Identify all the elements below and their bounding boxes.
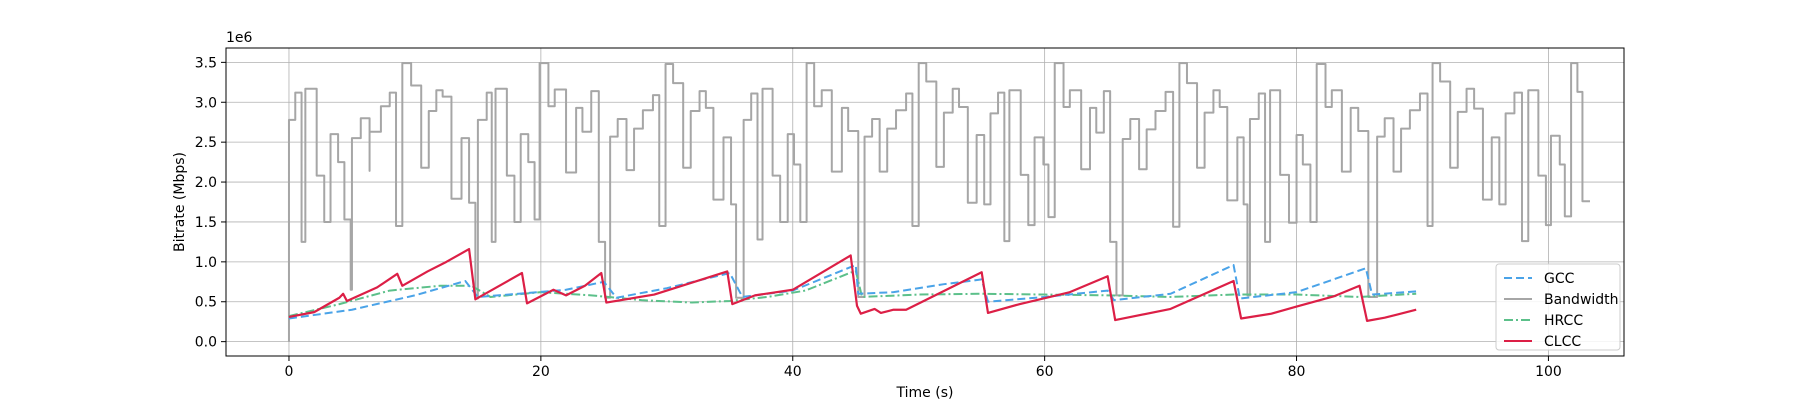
legend: GCC Bandwidth HRCC CLCC: [1495, 263, 1621, 351]
y-tick-label: 0.5: [195, 295, 217, 311]
y-tick-label: 3.0: [195, 95, 217, 111]
series-line-bandwidth: [287, 62, 1590, 342]
x-tick-label: 20: [532, 364, 550, 380]
y-tick-label: 3.5: [195, 55, 217, 71]
y-tick-label: 0.0: [195, 335, 217, 351]
y-tick-label: 1.0: [195, 255, 217, 271]
x-axis-label: Time (s): [896, 385, 954, 400]
series-line-clcc: [288, 247, 1417, 322]
y-tick-label: 1.5: [195, 215, 217, 231]
series-layer: [287, 62, 1590, 342]
series-line-gcc: [288, 264, 1417, 320]
legend-label-bandwidth: Bandwidth: [1544, 292, 1619, 308]
y-offset-text: 1e6: [226, 30, 253, 46]
y-tick-label: 2.0: [195, 175, 217, 191]
y-tick-label: 2.5: [195, 135, 217, 151]
legend-box: [1495, 263, 1621, 351]
x-tick-label: 0: [285, 364, 294, 380]
plot-frame: [225, 47, 1625, 357]
series-line-hrcc: [288, 269, 1417, 318]
legend-label-clcc: CLCC: [1544, 334, 1581, 350]
legend-label-gcc: GCC: [1544, 271, 1575, 287]
axis-ticks: 0 20 40 60 80 100 0.0 0.5 1.0 1.5 2.0 2.5 3.0 3.5: [195, 55, 1562, 380]
x-tick-label: 100: [1535, 364, 1562, 380]
x-tick-label: 80: [1288, 364, 1306, 380]
x-tick-label: 40: [784, 364, 802, 380]
y-axis-label: Bitrate (Mbps): [172, 152, 188, 252]
legend-label-hrcc: HRCC: [1544, 313, 1583, 329]
x-tick-label: 60: [1036, 364, 1054, 380]
